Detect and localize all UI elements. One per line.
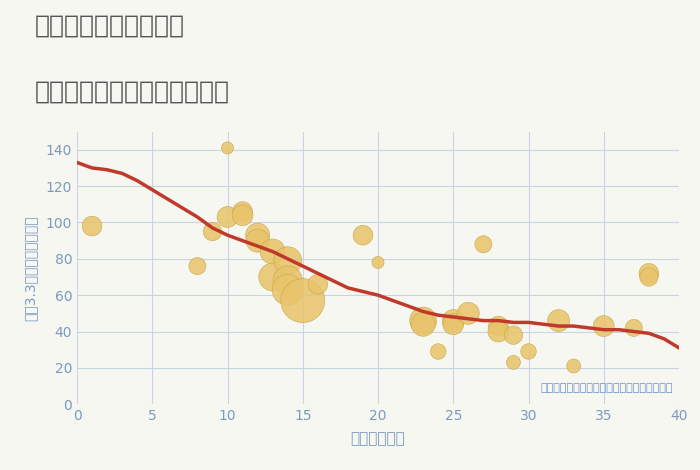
Point: [282, 277, 293, 284]
Point: [568, 362, 580, 370]
Point: [207, 228, 218, 235]
Point: [192, 262, 203, 270]
Point: [87, 222, 98, 230]
Point: [372, 258, 384, 266]
Point: [267, 248, 278, 255]
Point: [237, 208, 248, 215]
Text: 円の大きさは、取引のあった物件面積を示す: 円の大きさは、取引のあった物件面積を示す: [540, 384, 673, 393]
Point: [297, 297, 308, 305]
Point: [553, 317, 564, 324]
Point: [433, 348, 444, 355]
Point: [643, 270, 655, 277]
Point: [357, 231, 368, 239]
Point: [252, 231, 263, 239]
Y-axis label: 坪（3.3㎡）単価（万円）: 坪（3.3㎡）単価（万円）: [23, 215, 37, 321]
Point: [508, 331, 519, 339]
Point: [417, 317, 428, 324]
Point: [417, 321, 428, 328]
Point: [508, 359, 519, 366]
Point: [523, 348, 534, 355]
Point: [463, 310, 474, 317]
Point: [252, 237, 263, 244]
Point: [267, 273, 278, 281]
Point: [598, 322, 609, 330]
Point: [448, 321, 459, 328]
Point: [643, 273, 655, 281]
Point: [493, 328, 504, 335]
Point: [237, 212, 248, 219]
Text: 築年数別中古マンション価格: 築年数別中古マンション価格: [35, 80, 230, 104]
Point: [493, 322, 504, 330]
Point: [282, 286, 293, 293]
Point: [629, 324, 640, 332]
Point: [222, 144, 233, 152]
Point: [222, 213, 233, 221]
Point: [448, 317, 459, 324]
Text: 奈良県奈良市宝来町の: 奈良県奈良市宝来町の: [35, 14, 185, 38]
Point: [312, 281, 323, 288]
Point: [282, 257, 293, 265]
X-axis label: 築年数（年）: 築年数（年）: [351, 431, 405, 446]
Point: [477, 241, 489, 248]
